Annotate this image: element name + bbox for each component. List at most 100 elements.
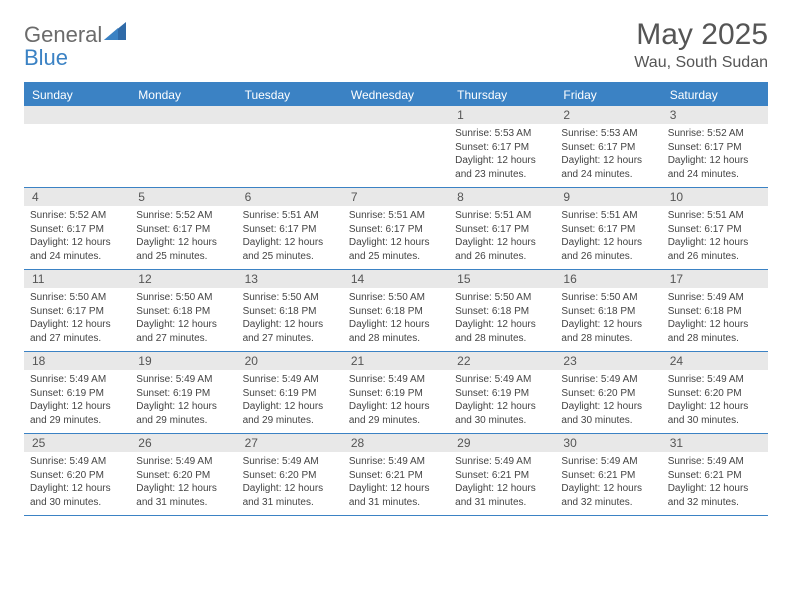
daylight-text: Daylight: 12 hours and 30 minutes.: [30, 482, 124, 509]
sunrise-text: Sunrise: 5:49 AM: [668, 373, 762, 387]
day-number: 16: [555, 270, 661, 288]
day-number: 17: [662, 270, 768, 288]
day-cell: Sunrise: 5:51 AMSunset: 6:17 PMDaylight:…: [449, 206, 555, 269]
day-number: 12: [130, 270, 236, 288]
daylight-text: Daylight: 12 hours and 29 minutes.: [30, 400, 124, 427]
weekday-label: Sunday: [24, 84, 130, 106]
sunrise-text: Sunrise: 5:51 AM: [455, 209, 549, 223]
sunset-text: Sunset: 6:20 PM: [136, 469, 230, 483]
daylight-text: Daylight: 12 hours and 26 minutes.: [668, 236, 762, 263]
sunset-text: Sunset: 6:17 PM: [243, 223, 337, 237]
daylight-text: Daylight: 12 hours and 26 minutes.: [455, 236, 549, 263]
sunset-text: Sunset: 6:17 PM: [668, 223, 762, 237]
sunset-text: Sunset: 6:17 PM: [349, 223, 443, 237]
day-cell: Sunrise: 5:51 AMSunset: 6:17 PMDaylight:…: [555, 206, 661, 269]
daylight-text: Daylight: 12 hours and 32 minutes.: [561, 482, 655, 509]
day-cell: Sunrise: 5:52 AMSunset: 6:17 PMDaylight:…: [130, 206, 236, 269]
sunrise-text: Sunrise: 5:51 AM: [349, 209, 443, 223]
day-number: 23: [555, 352, 661, 370]
daylight-text: Daylight: 12 hours and 31 minutes.: [455, 482, 549, 509]
day-number: 7: [343, 188, 449, 206]
day-cell: Sunrise: 5:49 AMSunset: 6:19 PMDaylight:…: [130, 370, 236, 433]
daylight-text: Daylight: 12 hours and 25 minutes.: [136, 236, 230, 263]
sunrise-text: Sunrise: 5:50 AM: [349, 291, 443, 305]
weekday-label: Saturday: [662, 84, 768, 106]
day-number: [237, 106, 343, 124]
daylight-text: Daylight: 12 hours and 29 minutes.: [349, 400, 443, 427]
day-cell: Sunrise: 5:49 AMSunset: 6:19 PMDaylight:…: [24, 370, 130, 433]
daylight-text: Daylight: 12 hours and 27 minutes.: [30, 318, 124, 345]
sunrise-text: Sunrise: 5:49 AM: [243, 373, 337, 387]
daylight-text: Daylight: 12 hours and 32 minutes.: [668, 482, 762, 509]
sunrise-text: Sunrise: 5:49 AM: [136, 455, 230, 469]
day-number: 22: [449, 352, 555, 370]
sunset-text: Sunset: 6:20 PM: [561, 387, 655, 401]
sunrise-text: Sunrise: 5:49 AM: [349, 373, 443, 387]
sunrise-text: Sunrise: 5:53 AM: [455, 127, 549, 141]
day-cell: [130, 124, 236, 187]
sunrise-text: Sunrise: 5:53 AM: [561, 127, 655, 141]
day-number: 21: [343, 352, 449, 370]
sunset-text: Sunset: 6:17 PM: [668, 141, 762, 155]
sunset-text: Sunset: 6:17 PM: [136, 223, 230, 237]
daylight-text: Daylight: 12 hours and 30 minutes.: [561, 400, 655, 427]
daylight-text: Daylight: 12 hours and 24 minutes.: [30, 236, 124, 263]
calendar: Sunday Monday Tuesday Wednesday Thursday…: [24, 82, 768, 516]
sunset-text: Sunset: 6:17 PM: [455, 141, 549, 155]
day-number: 2: [555, 106, 661, 124]
day-number: 14: [343, 270, 449, 288]
sunrise-text: Sunrise: 5:49 AM: [243, 455, 337, 469]
header: General Blue May 2025 Wau, South Sudan: [24, 18, 768, 72]
sunrise-text: Sunrise: 5:52 AM: [30, 209, 124, 223]
day-number: 13: [237, 270, 343, 288]
day-cell: [343, 124, 449, 187]
brand-logo: General Blue: [24, 18, 126, 69]
day-cell: Sunrise: 5:49 AMSunset: 6:21 PMDaylight:…: [449, 452, 555, 515]
week-row: 123Sunrise: 5:53 AMSunset: 6:17 PMDaylig…: [24, 106, 768, 188]
sunset-text: Sunset: 6:17 PM: [455, 223, 549, 237]
day-cell: Sunrise: 5:52 AMSunset: 6:17 PMDaylight:…: [24, 206, 130, 269]
weekday-header-row: Sunday Monday Tuesday Wednesday Thursday…: [24, 84, 768, 106]
sunset-text: Sunset: 6:19 PM: [30, 387, 124, 401]
sunrise-text: Sunrise: 5:49 AM: [30, 373, 124, 387]
brand-part1: General: [24, 22, 102, 47]
sunrise-text: Sunrise: 5:50 AM: [455, 291, 549, 305]
day-cell: [237, 124, 343, 187]
day-cell: Sunrise: 5:50 AMSunset: 6:18 PMDaylight:…: [555, 288, 661, 351]
sunset-text: Sunset: 6:17 PM: [30, 223, 124, 237]
day-cell: Sunrise: 5:51 AMSunset: 6:17 PMDaylight:…: [662, 206, 768, 269]
sunset-text: Sunset: 6:17 PM: [561, 141, 655, 155]
day-number: 15: [449, 270, 555, 288]
week-row: 18192021222324Sunrise: 5:49 AMSunset: 6:…: [24, 352, 768, 434]
day-cell: Sunrise: 5:50 AMSunset: 6:18 PMDaylight:…: [130, 288, 236, 351]
day-number: 10: [662, 188, 768, 206]
sunset-text: Sunset: 6:21 PM: [668, 469, 762, 483]
day-cell: Sunrise: 5:49 AMSunset: 6:21 PMDaylight:…: [662, 452, 768, 515]
day-cell: Sunrise: 5:49 AMSunset: 6:18 PMDaylight:…: [662, 288, 768, 351]
sunset-text: Sunset: 6:19 PM: [349, 387, 443, 401]
weekday-label: Friday: [555, 84, 661, 106]
day-number: 8: [449, 188, 555, 206]
sunset-text: Sunset: 6:20 PM: [243, 469, 337, 483]
day-number: 28: [343, 434, 449, 452]
daylight-text: Daylight: 12 hours and 29 minutes.: [136, 400, 230, 427]
daylight-text: Daylight: 12 hours and 30 minutes.: [455, 400, 549, 427]
day-number: 1: [449, 106, 555, 124]
day-number: 19: [130, 352, 236, 370]
sunrise-text: Sunrise: 5:49 AM: [455, 455, 549, 469]
day-cell: Sunrise: 5:49 AMSunset: 6:19 PMDaylight:…: [343, 370, 449, 433]
day-number: 31: [662, 434, 768, 452]
sunrise-text: Sunrise: 5:49 AM: [349, 455, 443, 469]
sunset-text: Sunset: 6:17 PM: [30, 305, 124, 319]
day-number: 9: [555, 188, 661, 206]
day-number: 20: [237, 352, 343, 370]
sunrise-text: Sunrise: 5:51 AM: [561, 209, 655, 223]
week-row: 45678910Sunrise: 5:52 AMSunset: 6:17 PMD…: [24, 188, 768, 270]
day-cell: Sunrise: 5:49 AMSunset: 6:20 PMDaylight:…: [555, 370, 661, 433]
day-number: 25: [24, 434, 130, 452]
day-cell: Sunrise: 5:49 AMSunset: 6:21 PMDaylight:…: [555, 452, 661, 515]
sunrise-text: Sunrise: 5:50 AM: [561, 291, 655, 305]
day-cell: Sunrise: 5:49 AMSunset: 6:19 PMDaylight:…: [237, 370, 343, 433]
day-cell: Sunrise: 5:49 AMSunset: 6:20 PMDaylight:…: [130, 452, 236, 515]
day-cell: Sunrise: 5:50 AMSunset: 6:18 PMDaylight:…: [449, 288, 555, 351]
